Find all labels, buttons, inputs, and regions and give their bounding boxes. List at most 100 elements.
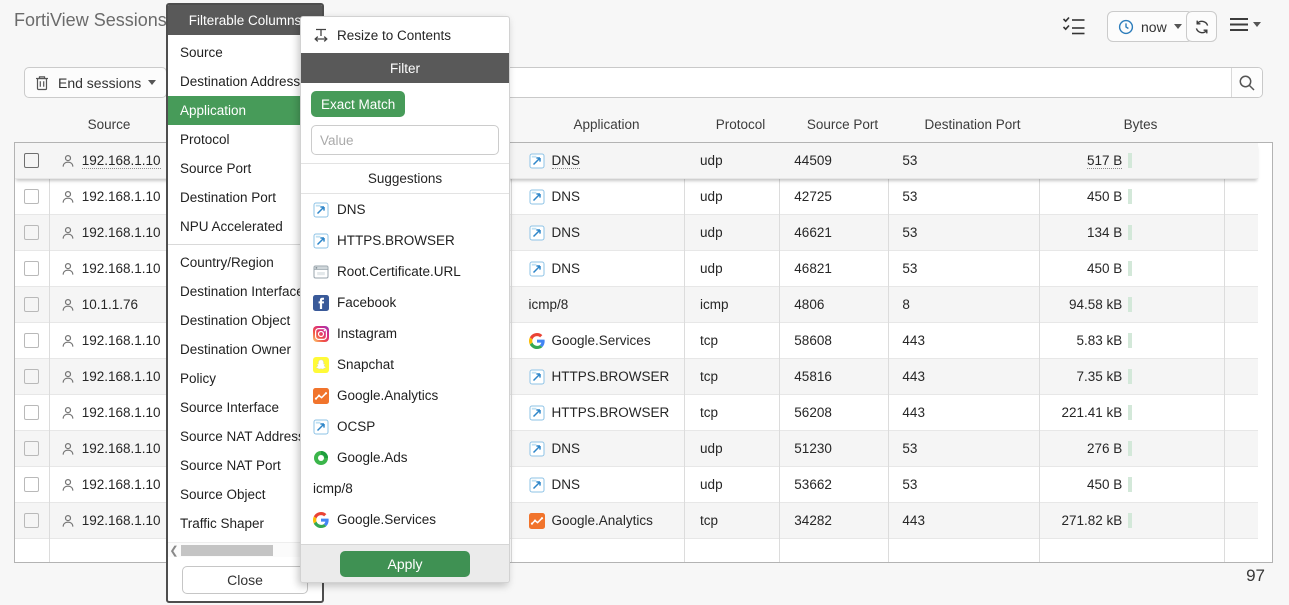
source-port-cell: 42725 (794, 189, 832, 204)
row-checkbox[interactable] (24, 333, 40, 348)
search-icon (1238, 74, 1256, 92)
column-menu-item-source-port[interactable]: Source Port (180, 161, 252, 176)
suggestion-icmp-8[interactable]: icmp/8 (301, 473, 509, 504)
row-checkbox[interactable] (24, 225, 40, 240)
checkbox-cell (15, 359, 49, 394)
source-ip: 192.168.1.10 (81, 225, 161, 240)
source-cell: 192.168.1.10 (49, 467, 170, 502)
application-name: DNS (551, 225, 581, 240)
destination-port-cell: 53 (902, 261, 918, 276)
source-port-cell: 46621 (794, 225, 832, 240)
suggestion-ocsp[interactable]: OCSP (301, 411, 509, 442)
column-header-source-port[interactable]: Source Port (806, 116, 879, 132)
empty-cell (1224, 359, 1258, 394)
bytes-bar (1128, 441, 1133, 456)
column-menu-item-destination-interface[interactable]: Destination Interface (180, 284, 304, 299)
session-count: 97 (1246, 566, 1265, 585)
bytes-value: 450 B (1087, 261, 1123, 276)
row-checkbox[interactable] (24, 297, 40, 312)
user-icon (61, 190, 75, 204)
column-menu-item-traffic-shaper[interactable]: Traffic Shaper (180, 516, 265, 531)
row-checkbox[interactable] (24, 189, 40, 204)
source-ip: 192.168.1.10 (81, 405, 161, 420)
column-header-protocol[interactable]: Protocol (715, 116, 766, 132)
source-cell: 10.1.1.76 (49, 287, 170, 322)
scrollbar-thumb[interactable] (181, 544, 273, 556)
column-header-destination-port[interactable]: Destination Port (924, 116, 1021, 132)
column-menu-item-destination-address[interactable]: Destination Address (180, 74, 301, 89)
chevron-down-icon (148, 80, 157, 85)
column-menu-item-application[interactable]: Application (168, 96, 322, 125)
bytes-value: 94.58 kB (1069, 297, 1123, 312)
row-checkbox[interactable] (24, 441, 40, 456)
application-cell: DNS (517, 143, 689, 178)
time-period-button[interactable]: now (1107, 11, 1193, 42)
close-button[interactable]: Close (182, 566, 308, 594)
column-header-bytes[interactable]: Bytes (1123, 116, 1158, 132)
refresh-icon (1194, 19, 1210, 35)
source-port-cell: 56208 (794, 405, 832, 420)
column-menu-item-destination-object[interactable]: Destination Object (180, 313, 291, 328)
scroll-left-arrow[interactable]: ❮ (169, 544, 179, 557)
row-checkbox[interactable] (24, 477, 40, 492)
suggestion-facebook[interactable]: Facebook (301, 287, 509, 318)
suggestion-label: OCSP (337, 419, 376, 434)
column-header-source[interactable]: Source (87, 116, 131, 132)
source-port-cell: 53662 (794, 477, 832, 492)
google-analytics-icon (313, 387, 329, 404)
source-cell: 192.168.1.10 (49, 323, 170, 358)
suggestion-instagram[interactable]: Instagram (301, 318, 509, 349)
bytes-bar (1128, 477, 1133, 492)
exact-match-toggle[interactable]: Exact Match (311, 91, 406, 117)
column-menu-item-source-interface[interactable]: Source Interface (180, 400, 280, 415)
column-menu-item-policy[interactable]: Policy (180, 371, 217, 386)
suggestion-https-browser[interactable]: HTTPS.BROWSER (301, 225, 509, 256)
horizontal-scrollbar[interactable]: ❮ ❯ (168, 542, 322, 557)
search-button[interactable] (1231, 68, 1262, 97)
source-port-cell: 58608 (794, 333, 832, 348)
column-header-application[interactable]: Application (573, 116, 640, 132)
filter-value-input[interactable] (311, 125, 499, 155)
column-filter-popup: Resize to Contents Filter Exact Match Su… (300, 16, 510, 583)
source-ip: 192.168.1.10 (81, 369, 161, 384)
main-menu-button[interactable] (1229, 17, 1261, 32)
user-icon (61, 226, 75, 240)
apply-button[interactable]: Apply (340, 550, 470, 577)
empty-cell (1224, 215, 1258, 250)
source-cell: 192.168.1.10 (49, 143, 170, 178)
end-sessions-button[interactable]: End sessions (24, 67, 168, 98)
table-scroll-gutter[interactable] (1258, 143, 1272, 562)
user-icon (61, 262, 75, 276)
column-menu-item-source-nat-port[interactable]: Source NAT Port (180, 458, 281, 473)
resize-to-contents-item[interactable]: Resize to Contents (301, 17, 509, 53)
row-checkbox[interactable] (24, 369, 40, 384)
source-ip: 192.168.1.10 (81, 261, 161, 276)
suggestion-root-certificate-url[interactable]: Root.Certificate.URL (301, 256, 509, 287)
checkbox-cell (15, 431, 49, 466)
row-checkbox[interactable] (24, 405, 40, 420)
source-port-cell: 51230 (794, 441, 832, 456)
column-menu-item-source-object[interactable]: Source Object (180, 487, 266, 502)
suggestion-snapchat[interactable]: Snapchat (301, 349, 509, 380)
refresh-button[interactable] (1186, 11, 1217, 42)
user-icon (61, 478, 75, 492)
column-menu-item-destination-owner[interactable]: Destination Owner (180, 342, 292, 357)
column-menu-item-country-region[interactable]: Country/Region (180, 255, 274, 270)
column-menu-item-npu-accelerated[interactable]: NPU Accelerated (180, 219, 283, 234)
suggestion-dns[interactable]: DNS (301, 194, 509, 225)
column-menu-item-protocol[interactable]: Protocol (180, 132, 230, 147)
suggestion-google-services[interactable]: Google.Services (301, 504, 509, 535)
row-checkbox[interactable] (24, 513, 40, 528)
hamburger-icon (1229, 17, 1249, 32)
column-menu-item-destination-port[interactable]: Destination Port (180, 190, 277, 205)
suggestion-google-ads[interactable]: Google.Ads (301, 442, 509, 473)
column-menu-item-source[interactable]: Source (180, 45, 223, 60)
column-menu-item-source-nat-address[interactable]: Source NAT Address (180, 429, 305, 444)
protocol-cell: tcp (700, 333, 719, 348)
row-checkbox[interactable] (24, 153, 40, 168)
empty-cell (1224, 503, 1258, 538)
suggestion-google-analytics[interactable]: Google.Analytics (301, 380, 509, 411)
column-settings-button[interactable] (1062, 15, 1086, 35)
row-checkbox[interactable] (24, 261, 40, 276)
source-cell: 192.168.1.10 (49, 251, 170, 286)
